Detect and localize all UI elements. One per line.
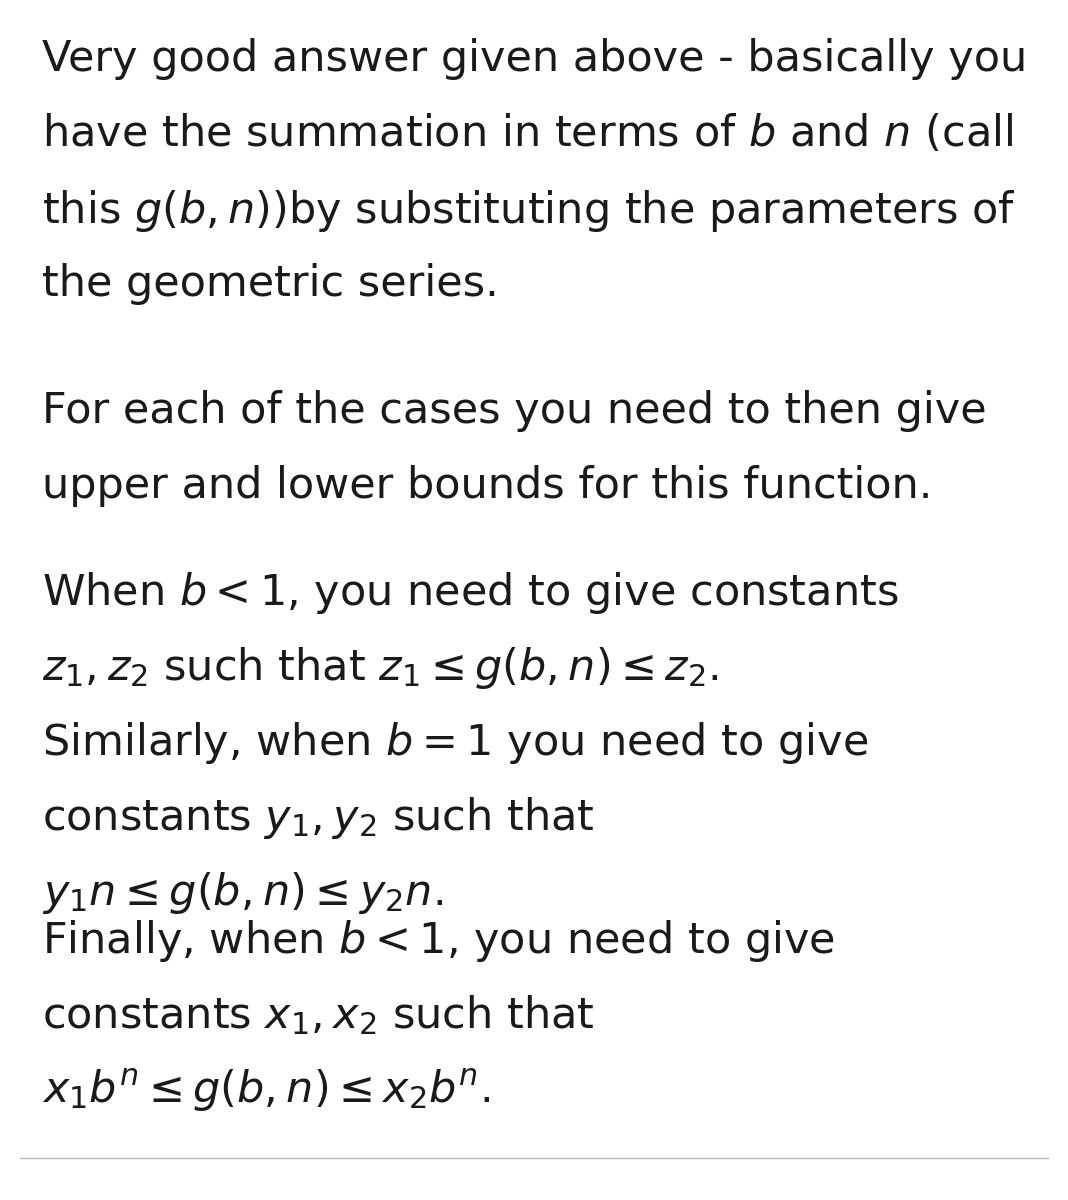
Text: $x_1 b^n \leq g(b, n) \leq x_2 b^n$.: $x_1 b^n \leq g(b, n) \leq x_2 b^n$. (42, 1068, 490, 1114)
Text: have the summation in terms of $b$ and $n$ (call: have the summation in terms of $b$ and $… (42, 113, 1014, 155)
Text: constants $x_1, x_2$ such that: constants $x_1, x_2$ such that (42, 994, 595, 1037)
Text: constants $y_1, y_2$ such that: constants $y_1, y_2$ such that (42, 794, 595, 841)
Text: Similarly, when $b = 1$ you need to give: Similarly, when $b = 1$ you need to give (42, 720, 868, 766)
Text: $z_1, z_2$ such that $z_1 \leq g(b, n) \leq z_2$.: $z_1, z_2$ such that $z_1 \leq g(b, n) \… (42, 646, 719, 691)
Text: upper and lower bounds for this function.: upper and lower bounds for this function… (42, 464, 932, 506)
Text: $y_1 n \leq g(b, n) \leq y_2 n$.: $y_1 n \leq g(b, n) \leq y_2 n$. (42, 870, 443, 916)
Text: Finally, when $b < 1$, you need to give: Finally, when $b < 1$, you need to give (42, 918, 835, 964)
Text: Very good answer given above - basically you: Very good answer given above - basically… (42, 38, 1027, 80)
Text: When $b < 1$, you need to give constants: When $b < 1$, you need to give constants (42, 570, 898, 616)
Text: the geometric series.: the geometric series. (42, 263, 499, 305)
Text: this $g(b, n)$)by substituting the parameters of: this $g(b, n)$)by substituting the param… (42, 188, 1016, 234)
Text: For each of the cases you need to then give: For each of the cases you need to then g… (42, 390, 987, 432)
